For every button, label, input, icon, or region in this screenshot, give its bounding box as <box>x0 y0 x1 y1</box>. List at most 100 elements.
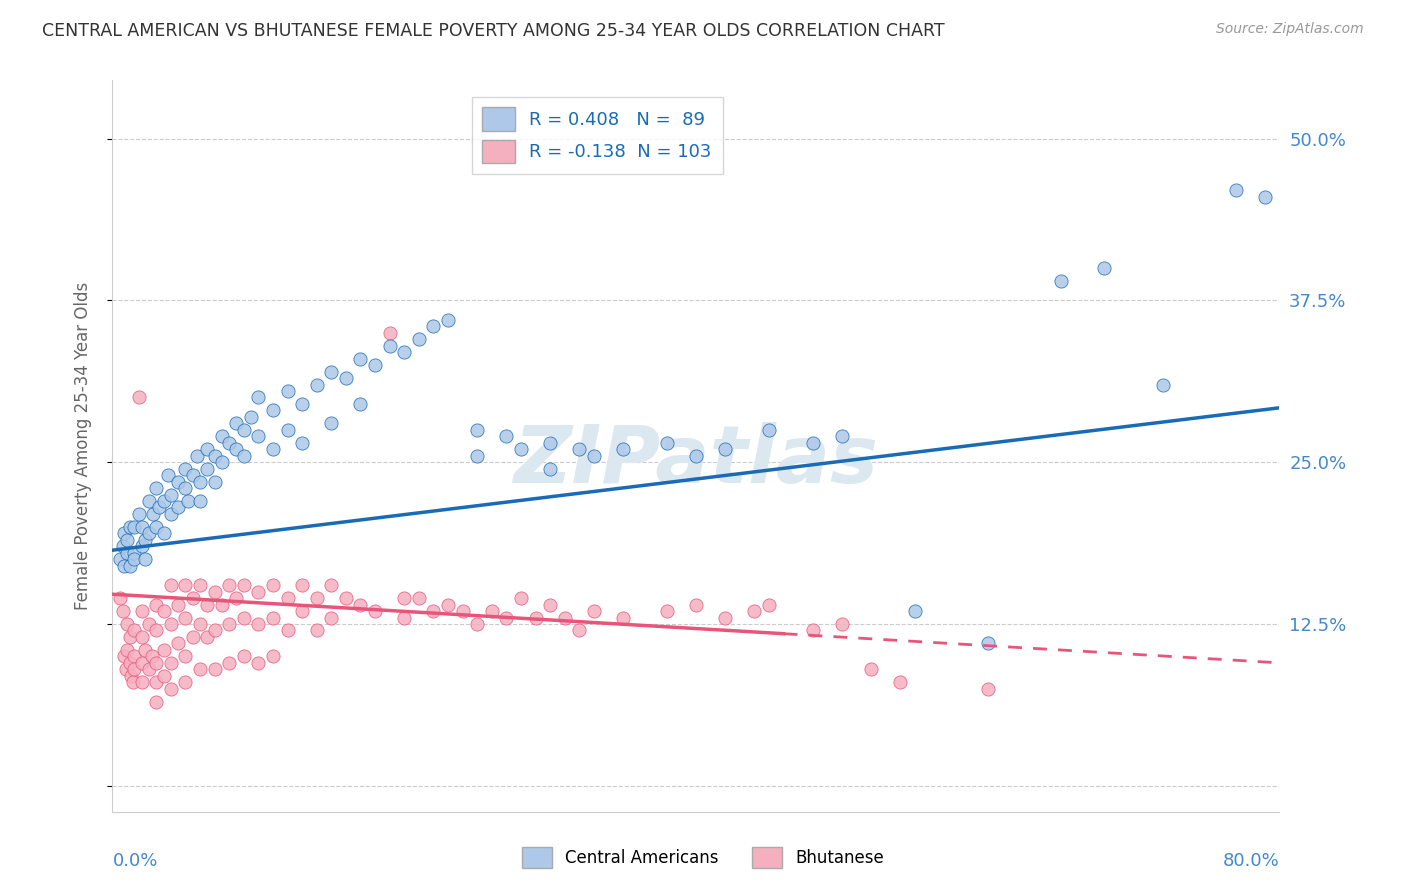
Point <box>118 520 141 534</box>
Point <box>232 649 254 664</box>
Point <box>174 649 197 664</box>
Point <box>247 656 270 670</box>
Point <box>188 494 211 508</box>
Point <box>111 604 134 618</box>
Text: 0.0%: 0.0% <box>112 852 157 870</box>
Point <box>554 610 576 624</box>
Point <box>112 558 135 573</box>
Point <box>204 624 226 638</box>
Point <box>148 500 170 515</box>
Point <box>538 598 561 612</box>
Point <box>976 681 998 696</box>
Point <box>115 533 138 547</box>
Point <box>115 617 138 632</box>
Point <box>465 423 488 437</box>
Point <box>218 656 240 670</box>
Point <box>181 630 204 644</box>
Point <box>115 546 138 560</box>
Point <box>225 591 247 606</box>
Point <box>481 604 503 618</box>
Point <box>232 610 254 624</box>
Text: Source: ZipAtlas.com: Source: ZipAtlas.com <box>1216 22 1364 37</box>
Point <box>131 656 153 670</box>
Point <box>188 662 211 676</box>
Point <box>118 630 141 644</box>
Point <box>262 442 284 457</box>
Point <box>394 591 416 606</box>
Point <box>225 442 247 457</box>
Point <box>495 429 517 443</box>
Point <box>276 591 298 606</box>
Point <box>582 604 605 618</box>
Point <box>145 624 167 638</box>
Point <box>204 475 226 489</box>
Legend: Central Americans, Bhutanese: Central Americans, Bhutanese <box>515 840 891 875</box>
Point <box>145 656 167 670</box>
Point <box>247 617 270 632</box>
Point <box>321 365 343 379</box>
Point <box>128 391 150 405</box>
Point <box>349 397 371 411</box>
Point <box>568 624 591 638</box>
Point <box>612 442 634 457</box>
Point <box>714 442 737 457</box>
Legend: R = 0.408   N =  89, R = -0.138  N = 103: R = 0.408 N = 89, R = -0.138 N = 103 <box>471 96 723 174</box>
Point <box>131 604 153 618</box>
Point <box>134 552 156 566</box>
Point <box>262 610 284 624</box>
Point <box>582 449 605 463</box>
Point <box>276 624 298 638</box>
Point <box>167 598 190 612</box>
Point <box>128 507 150 521</box>
Point <box>160 617 183 632</box>
Point <box>685 449 707 463</box>
Point <box>904 604 927 618</box>
Point <box>218 578 240 592</box>
Point <box>524 610 547 624</box>
Point <box>152 604 174 618</box>
Point <box>141 649 163 664</box>
Point <box>742 604 765 618</box>
Point <box>174 481 197 495</box>
Point <box>211 429 233 443</box>
Point <box>152 526 174 541</box>
Point <box>247 429 270 443</box>
Point <box>177 494 200 508</box>
Point <box>188 475 211 489</box>
Point <box>831 429 853 443</box>
Point <box>160 681 183 696</box>
Point <box>134 533 156 547</box>
Point <box>568 442 591 457</box>
Point <box>321 578 343 592</box>
Point <box>174 578 197 592</box>
Point <box>240 409 263 424</box>
Point <box>378 339 401 353</box>
Point <box>145 598 167 612</box>
Point <box>181 468 204 483</box>
Point <box>538 461 561 475</box>
Point <box>394 610 416 624</box>
Point <box>321 610 343 624</box>
Point <box>188 578 211 592</box>
Point <box>495 610 517 624</box>
Point <box>118 558 141 573</box>
Point <box>131 539 153 553</box>
Point <box>262 403 284 417</box>
Point <box>685 598 707 612</box>
Point <box>831 617 853 632</box>
Point <box>714 610 737 624</box>
Point <box>1254 190 1277 204</box>
Point <box>305 624 328 638</box>
Point <box>108 552 131 566</box>
Point <box>321 417 343 431</box>
Point <box>181 591 204 606</box>
Text: 80.0%: 80.0% <box>1223 852 1279 870</box>
Point <box>112 649 135 664</box>
Point <box>124 546 146 560</box>
Point <box>204 449 226 463</box>
Point <box>118 656 141 670</box>
Point <box>538 435 561 450</box>
Point <box>167 475 190 489</box>
Point <box>195 442 218 457</box>
Point <box>204 662 226 676</box>
